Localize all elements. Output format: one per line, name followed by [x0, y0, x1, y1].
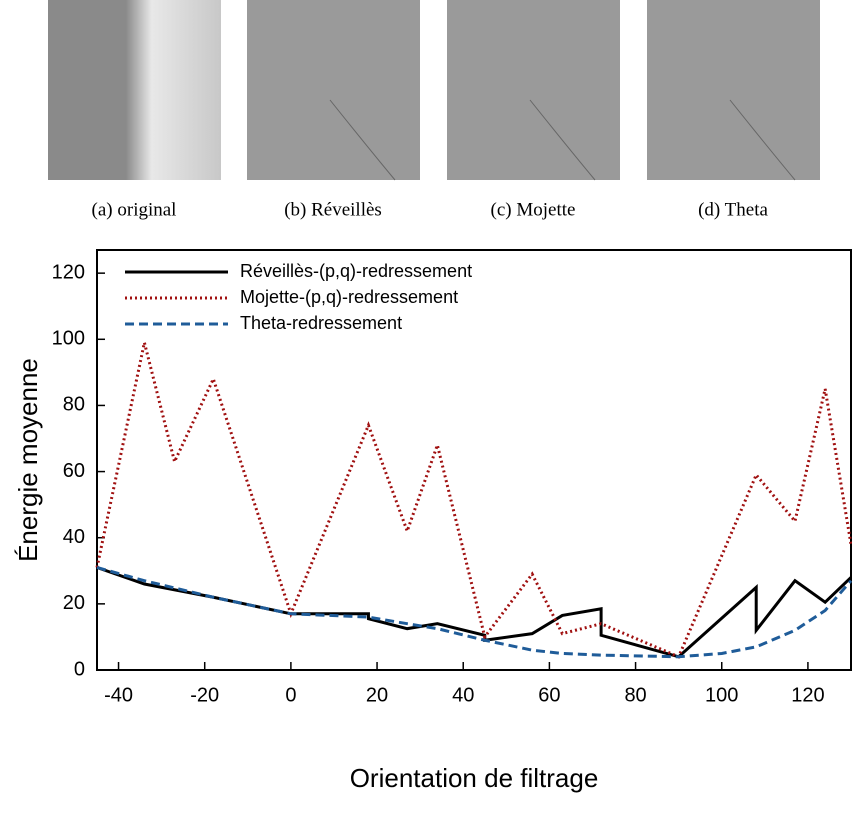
y-tick-label: 0: [74, 658, 85, 680]
x-tick-label: 100: [705, 684, 738, 706]
y-tick-label: 100: [52, 328, 85, 350]
plot-frame: [96, 249, 852, 671]
x-axis-label: Orientation de filtrage: [350, 763, 599, 793]
image-original: [48, 0, 221, 180]
legend-label: Réveillès-(p,q)-redressement: [240, 261, 472, 281]
y-tick-label: 60: [63, 460, 85, 482]
caption: (b) Réveillès: [284, 199, 382, 220]
series-line: [96, 566, 852, 659]
y-axis-label: Énergie moyenne: [13, 358, 43, 562]
image-edge: [329, 99, 396, 181]
image-edge: [529, 99, 596, 181]
legend-label: Mojette-(p,q)-redressement: [240, 287, 458, 307]
image-edge: [729, 99, 796, 181]
y-tick-label: 20: [63, 592, 85, 614]
legend-label: Theta-redressement: [240, 313, 402, 333]
x-tick-label: -20: [190, 684, 219, 706]
x-tick-label: 20: [366, 684, 388, 706]
caption: (d) Theta: [698, 199, 768, 220]
y-tick-label: 40: [63, 526, 85, 548]
image-theta: [647, 0, 820, 180]
x-tick-label: 60: [538, 684, 560, 706]
y-tick-label: 80: [63, 394, 85, 416]
caption: (c) Mojette: [491, 199, 576, 220]
x-tick-label: 80: [624, 684, 646, 706]
series-line: [95, 342, 852, 659]
x-tick-label: 40: [452, 684, 474, 706]
image-mojette: [447, 0, 620, 180]
image-reveilles: [247, 0, 420, 180]
x-tick-label: 120: [791, 684, 824, 706]
x-tick-label: 0: [285, 684, 296, 706]
series-line: [96, 566, 852, 659]
y-tick-label: 120: [52, 261, 85, 283]
caption: (a) original: [92, 199, 177, 220]
x-tick-label: -40: [104, 684, 133, 706]
